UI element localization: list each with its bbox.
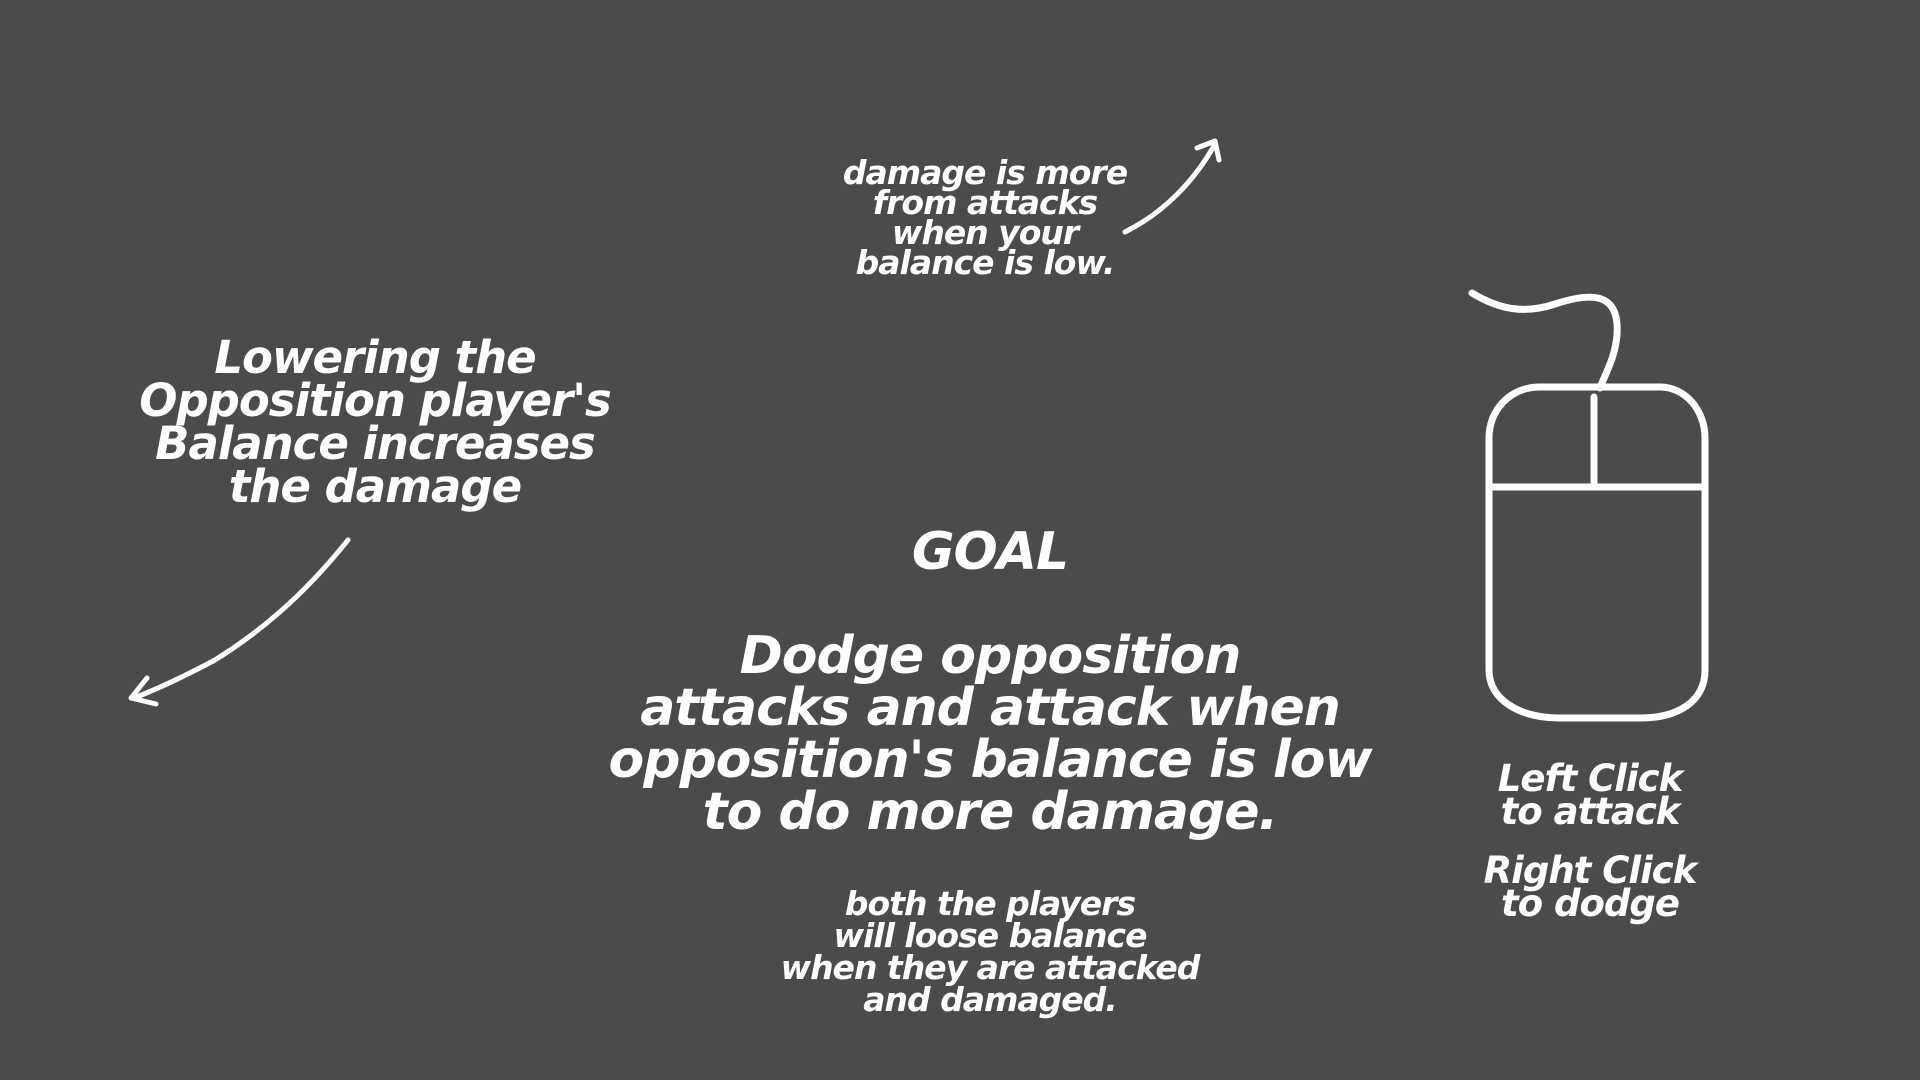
goal-heading: GOAL <box>911 522 1069 582</box>
curved-arrow-up-right-icon <box>1122 138 1222 235</box>
goal-description: Dodge opposition attacks and attack when… <box>608 626 1373 842</box>
curved-arrow-down-left-icon <box>128 537 351 707</box>
controls-panel: Left Click to attack Right Click to dodg… <box>1440 757 1740 925</box>
computer-mouse-icon <box>1468 289 1709 722</box>
left-click-label: Left Click to attack <box>1497 757 1683 833</box>
balance-note: Lowering the Opposition player's Balance… <box>139 331 612 513</box>
goal-panel: GOAL Dodge opposition attacks and attack… <box>560 474 1420 890</box>
damage-note: damage is more from attacks when your ba… <box>842 153 1128 282</box>
right-click-label: Right Click to dodge <box>1483 849 1698 925</box>
balance-loss-note: both the players will loose balance when… <box>780 884 1201 1019</box>
